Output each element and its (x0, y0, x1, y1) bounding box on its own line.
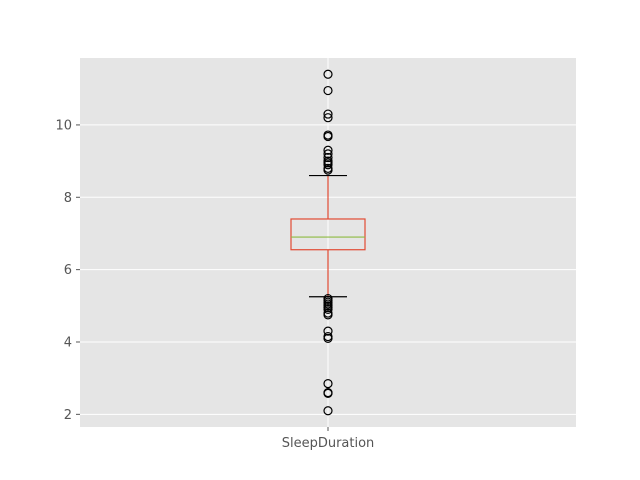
y-tick-label: 8 (64, 191, 72, 206)
outlier-point (323, 378, 333, 389)
outlier-point (323, 160, 333, 170)
outlier-point (323, 145, 333, 155)
outlier-point (323, 406, 333, 416)
iqr-box (290, 218, 366, 251)
y-tick-label: 6 (64, 263, 72, 278)
outlier-point (323, 131, 333, 142)
outlier-point (323, 69, 333, 79)
y-axis-ticks: 2 4 6 8 10 (55, 118, 80, 423)
boxes (290, 69, 366, 416)
outlier-point (323, 113, 333, 123)
y-tick-label: 4 (64, 335, 72, 350)
outlier-point (323, 333, 333, 343)
outlier-point (323, 109, 333, 119)
y-tick-label: 2 (64, 408, 72, 423)
outlier-point (323, 304, 333, 315)
outlier-point (323, 310, 333, 320)
outlier-point (323, 85, 333, 96)
outlier-point (323, 165, 333, 175)
outlier-point (323, 149, 333, 159)
x-axis-ticks: SleepDuration (282, 427, 375, 451)
outlier-point (323, 388, 333, 398)
outlier-point (323, 326, 333, 336)
outlier-point (323, 152, 333, 163)
x-tick-label: SleepDuration (282, 436, 375, 451)
y-tick-label: 10 (55, 118, 72, 133)
